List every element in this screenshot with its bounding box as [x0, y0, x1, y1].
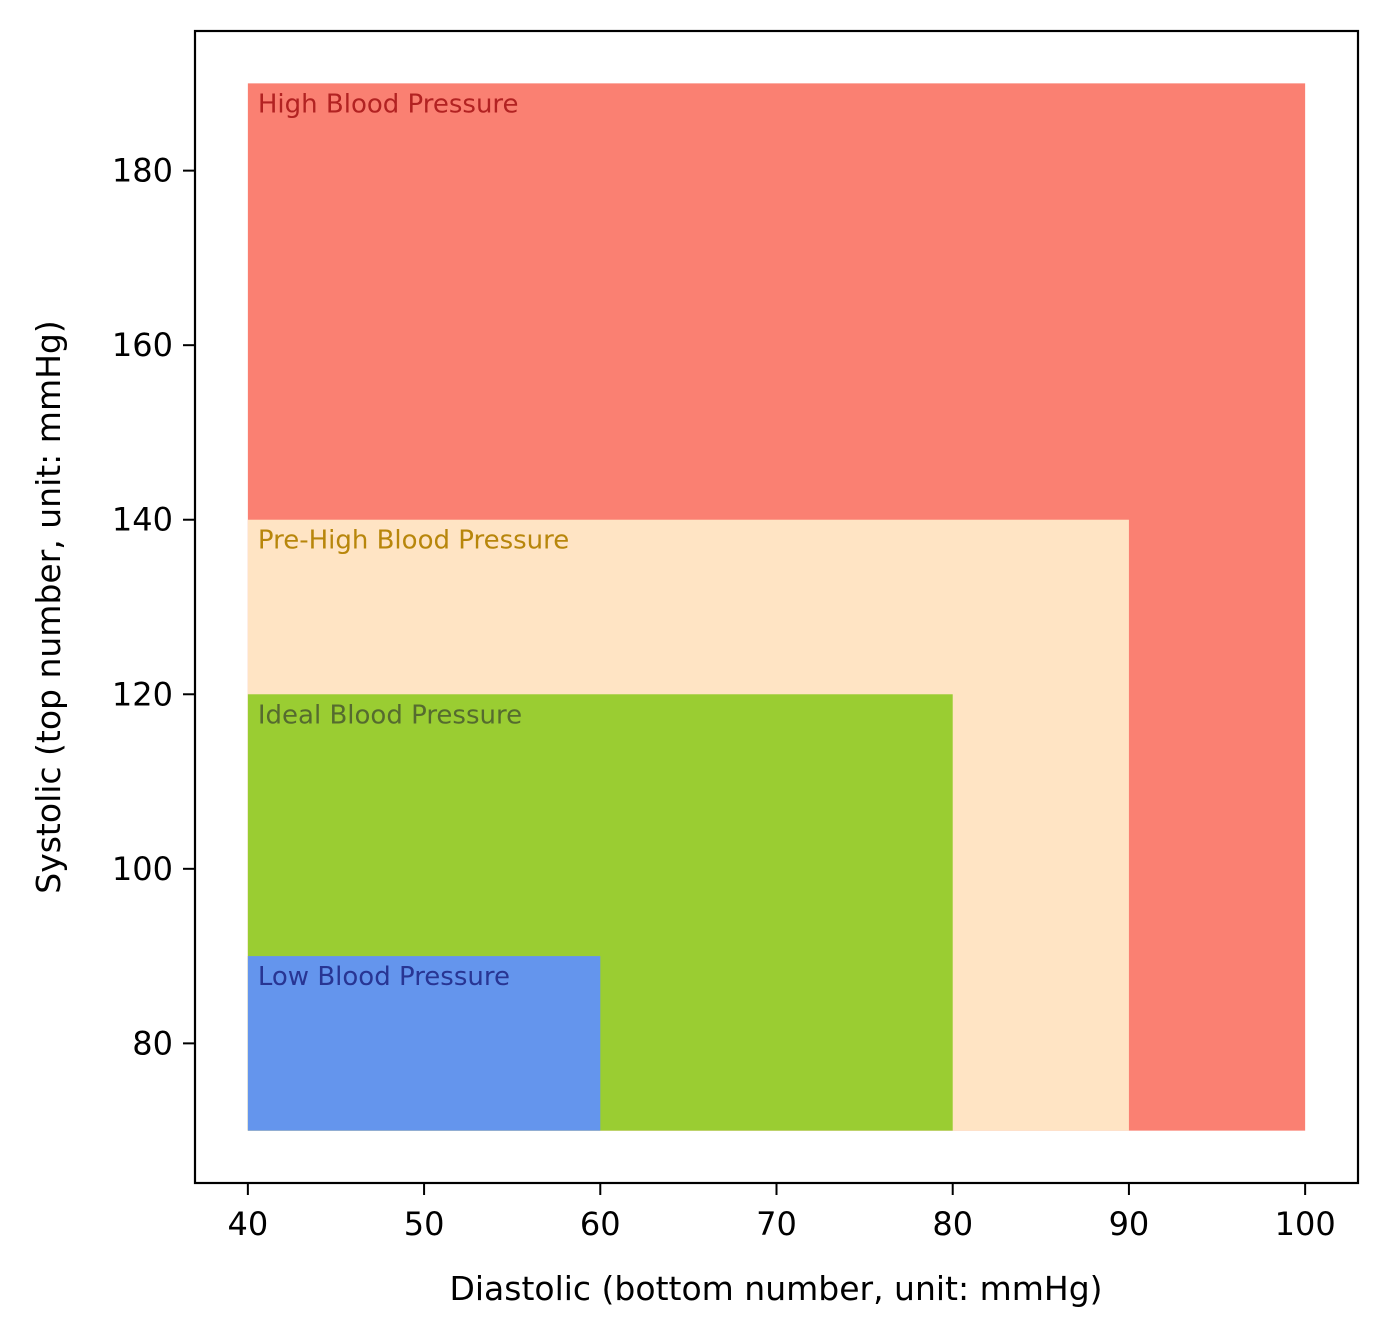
x-tick-label: 70	[756, 1205, 797, 1243]
y-axis-title: Systolic (top number, unit: mmHg)	[29, 320, 68, 893]
y-tick-label: 180	[112, 152, 173, 190]
x-tick-label: 60	[580, 1205, 621, 1243]
x-tick-label: 40	[228, 1205, 269, 1243]
region-label-high-blood-pressure: High Blood Pressure	[258, 89, 519, 119]
x-tick-label: 90	[1109, 1205, 1150, 1243]
region-label-low-blood-pressure: Low Blood Pressure	[258, 962, 510, 992]
y-tick-label: 140	[112, 501, 173, 539]
region-low-blood-pressure	[247, 956, 601, 1131]
y-tick-label: 80	[132, 1024, 173, 1062]
y-tick-label: 160	[112, 326, 173, 364]
y-tick-label: 120	[112, 675, 173, 713]
regions-layer	[247, 83, 1306, 1131]
y-axis: 80 100 120 140 160 180	[112, 152, 195, 1062]
region-label-ideal-blood-pressure: Ideal Blood Pressure	[258, 700, 522, 730]
region-labels-layer: High Blood Pressure Pre-High Blood Pressu…	[258, 89, 569, 992]
x-axis: 40 50 60 70 80 90 100	[228, 1183, 1336, 1243]
x-tick-label: 80	[932, 1205, 973, 1243]
y-tick-label: 100	[112, 850, 173, 888]
x-tick-label: 50	[404, 1205, 445, 1243]
x-axis-title: Diastolic (bottom number, unit: mmHg)	[449, 1269, 1102, 1308]
x-tick-label: 100	[1275, 1205, 1336, 1243]
region-label-pre-high-blood-pressure: Pre-High Blood Pressure	[258, 526, 569, 556]
